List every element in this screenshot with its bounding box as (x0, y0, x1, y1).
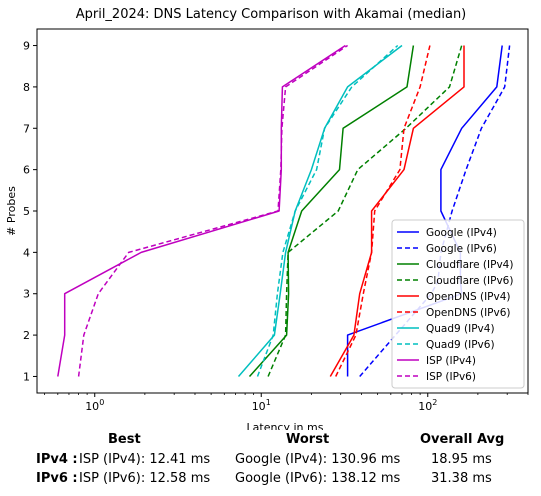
x-tick-label: 102 (418, 398, 437, 413)
y-tick-label: 2 (23, 329, 30, 342)
y-axis-label: # Probes (5, 186, 18, 236)
summary-row-ipv6-best: ISP (IPv6): 12.58 ms (79, 471, 210, 486)
legend-entry: ISP (IPv4) (426, 355, 476, 367)
summary-row-ipv4-label: IPv4 : (36, 452, 78, 467)
summary-header-worst: Worst (286, 432, 329, 447)
series-line-isp-ipv6 (79, 46, 348, 377)
y-tick-label: 6 (23, 164, 30, 177)
summary-row-ipv4-best: ISP (IPv4): 12.41 ms (79, 452, 210, 467)
latency-chart: April_2024: DNS Latency Comparison with … (0, 0, 541, 430)
legend-entry: Google (IPv6) (426, 243, 497, 255)
summary-header-best: Best (108, 432, 141, 447)
y-tick-label: 9 (23, 40, 30, 53)
summary-header-avg: Overall Avg (420, 432, 504, 447)
summary-row-ipv6-label: IPv6 : (36, 471, 78, 486)
y-tick-label: 5 (23, 205, 30, 218)
y-tick-label: 7 (23, 122, 30, 135)
x-axis-label: Latency in ms (247, 421, 324, 430)
legend-entry: Quad9 (IPv6) (426, 339, 495, 351)
summary-row-ipv6-worst: Google (IPv6): 138.12 ms (235, 471, 400, 486)
summary-row-ipv4-worst: Google (IPv4): 130.96 ms (235, 452, 400, 467)
legend-entry: ISP (IPv6) (426, 371, 476, 383)
legend-entry: Google (IPv4) (426, 227, 497, 239)
legend-entry: OpenDNS (IPv6) (426, 307, 511, 319)
legend-entry: Quad9 (IPv4) (426, 323, 495, 335)
chart-title: April_2024: DNS Latency Comparison with … (76, 7, 467, 22)
legend-entry: OpenDNS (IPv4) (426, 291, 511, 303)
x-tick-label: 100 (85, 398, 104, 413)
summary-row-ipv6-avg: 31.38 ms (431, 471, 492, 486)
y-tick-label: 4 (23, 246, 30, 259)
summary-row-ipv4-avg: 18.95 ms (431, 452, 492, 467)
y-tick-label: 3 (23, 288, 30, 301)
y-tick-label: 1 (23, 370, 30, 383)
legend-entry: Cloudflare (IPv4) (426, 259, 513, 271)
x-tick-label: 101 (252, 398, 271, 413)
series-line-quad9-ipv4 (239, 46, 403, 377)
legend: Google (IPv4) Google (IPv6) Cloudflare (IP… (392, 220, 524, 388)
y-tick-label: 8 (23, 81, 30, 94)
legend-entry: Cloudflare (IPv6) (426, 275, 513, 287)
